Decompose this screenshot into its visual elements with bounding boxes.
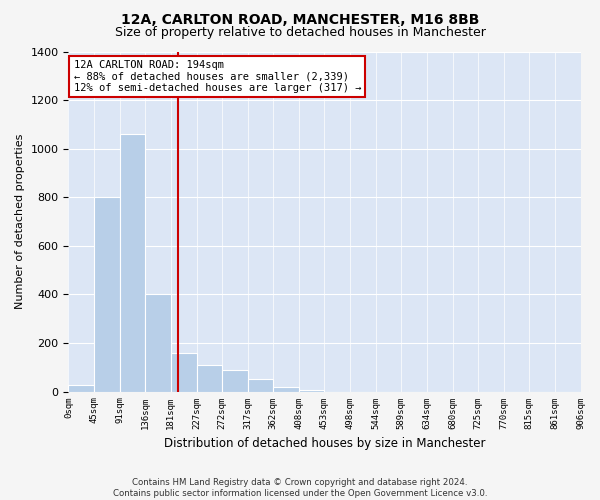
Bar — [145, 294, 171, 392]
Text: Size of property relative to detached houses in Manchester: Size of property relative to detached ho… — [115, 26, 485, 39]
Bar — [248, 380, 273, 392]
Bar — [299, 390, 325, 392]
X-axis label: Distribution of detached houses by size in Manchester: Distribution of detached houses by size … — [164, 437, 485, 450]
Bar — [197, 365, 222, 392]
Y-axis label: Number of detached properties: Number of detached properties — [15, 134, 25, 309]
Bar — [94, 197, 120, 392]
Text: 12A, CARLTON ROAD, MANCHESTER, M16 8BB: 12A, CARLTON ROAD, MANCHESTER, M16 8BB — [121, 12, 479, 26]
Bar — [68, 386, 94, 392]
Bar — [222, 370, 248, 392]
Text: 12A CARLTON ROAD: 194sqm
← 88% of detached houses are smaller (2,339)
12% of sem: 12A CARLTON ROAD: 194sqm ← 88% of detach… — [74, 60, 361, 93]
Text: Contains HM Land Registry data © Crown copyright and database right 2024.
Contai: Contains HM Land Registry data © Crown c… — [113, 478, 487, 498]
Bar — [273, 386, 299, 392]
Bar — [120, 134, 145, 392]
Bar — [171, 352, 197, 392]
